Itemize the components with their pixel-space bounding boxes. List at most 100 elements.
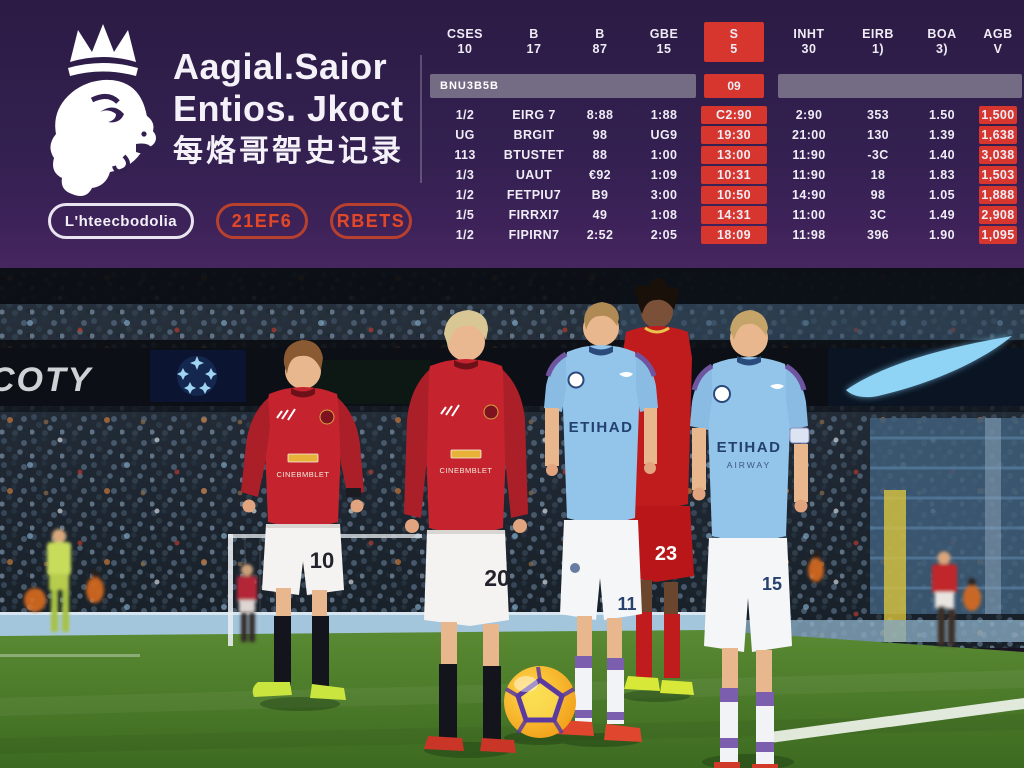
captain-armband [346, 488, 361, 497]
table-row: 1/5 FIRRXI7 49 1:08 14:31 11:00 3C 1.49 2,908 [430, 205, 1022, 225]
puma-logo-icon [770, 384, 784, 389]
table-cell: 13:00 [701, 146, 767, 164]
primary-nav-button[interactable]: L'hteecbodolia [48, 203, 194, 239]
stats-header-row: CSES 10 B 17 B 87 GBE 15 S 5 INHT 30 EIRB 1) BOA 3) AGB V [430, 20, 1022, 64]
city-sponsor-sub-text: AIRWAY [727, 460, 771, 470]
lion-head-icon [50, 79, 156, 196]
table-cell: FIRRXI7 [508, 208, 560, 222]
column-header: GBE 15 [649, 27, 679, 56]
table-cell: C2:90 [701, 106, 767, 124]
table-cell: B9 [591, 188, 609, 202]
goal-line [0, 654, 140, 657]
divider-spacer [778, 74, 1022, 98]
table-cell: 1,503 [979, 166, 1017, 184]
title-line-1: Aagial.Saior [173, 46, 388, 87]
column-header: CSES 10 [446, 27, 484, 56]
yellow-pillar [884, 490, 906, 642]
table-cell: €92 [588, 168, 612, 182]
goalkeeper [47, 529, 71, 632]
adidas-logo-icon [276, 408, 296, 421]
led-banner-text: COTY [0, 361, 94, 399]
city-badge-icon [713, 385, 731, 403]
premier-league-lion-logo [50, 24, 156, 196]
puma-logo-icon [619, 372, 633, 377]
table-cell: 1.90 [929, 228, 955, 242]
distant-player-red-left [237, 564, 257, 642]
match-photo: COTY [0, 268, 1024, 768]
header-buttons: L'hteecbodolia 21EF6 RBETS [48, 203, 412, 239]
table-cell: 1/3 [455, 168, 475, 182]
table-cell: FIPIRN7 [508, 228, 560, 242]
table-cell: 18 [870, 168, 886, 182]
table-cell: 98 [870, 188, 886, 202]
header-banner: Aagial.Saior Entios. Jkoct 每烙哥哿史记录 L'hte… [0, 0, 1024, 268]
table-cell: 2:05 [650, 228, 678, 242]
city-right-shorts-number: 15 [762, 574, 782, 594]
liverpool-shorts-number: 23 [655, 543, 677, 565]
title-cjk: 每烙哥哿史记录 [173, 135, 404, 168]
table-cell: 19:30 [701, 126, 767, 144]
column-header: INHT 30 [793, 27, 825, 56]
table-cell: 8:88 [586, 108, 614, 122]
stats-rows: 1/2 EIRG 7 8:88 1:88 C2:90 2:90 353 1.50 1,500 UG… [430, 105, 1022, 245]
promo-button-1[interactable]: 21EF6 [216, 203, 308, 239]
club-badge-icon [319, 409, 335, 425]
city-sponsor-text: ETIHAD [569, 419, 634, 436]
promo-button-2[interactable]: RBETS [330, 203, 412, 239]
table-cell: BRGIT [513, 128, 555, 142]
purple-sleeve-accent [784, 363, 807, 391]
purple-sleeve-accent [634, 351, 657, 377]
club-badge-icon [483, 404, 499, 420]
site-title-block: Aagial.Saior Entios. Jkoct 每烙哥哿史记录 [173, 46, 404, 174]
table-cell: 11:90 [792, 168, 826, 182]
table-cell: 1,638 [979, 126, 1017, 144]
table-cell: 1,888 [979, 186, 1017, 204]
table-cell: 1/2 [455, 228, 475, 242]
adidas-logo-icon [440, 404, 460, 417]
table-cell: 396 [866, 228, 890, 242]
crown-icon [70, 24, 136, 62]
table-row: 1/2 EIRG 7 8:88 1:88 C2:90 2:90 353 1.50 1,500 [430, 105, 1022, 125]
table-cell: 1.50 [929, 108, 955, 122]
column-header: B 87 [592, 27, 608, 56]
table-cell: 1.05 [929, 188, 955, 202]
table-cell: -3C [867, 148, 889, 162]
city-badge-icon [567, 371, 585, 389]
table-cell: 1/2 [455, 108, 475, 122]
table-cell: 1:09 [650, 168, 678, 182]
table-cell: 1:00 [650, 148, 678, 162]
table-cell: 1.49 [929, 208, 955, 222]
table-cell: 1,500 [979, 106, 1017, 124]
table-cell: 1/2 [455, 188, 475, 202]
table-row: 1/2 FIPIRN7 2:52 2:05 18:09 11:98 396 1.90 1,095 [430, 225, 1022, 245]
utd-sponsor-text: CINEBMBLET [440, 466, 493, 475]
purple-sleeve-accent [545, 351, 568, 377]
football [504, 666, 576, 738]
table-cell: UG9 [650, 128, 678, 142]
table-row: 1/3 UAUT €92 1:09 10:31 11:90 18 1.83 1,503 [430, 165, 1022, 185]
chevrolet-logo-icon [450, 449, 482, 459]
table-cell: 1:88 [650, 108, 678, 122]
column-header: EIRB 1) [862, 27, 894, 56]
city-sponsor-text: ETIHAD [717, 439, 782, 456]
table-cell: 3,038 [979, 146, 1017, 164]
table-cell: 3:00 [650, 188, 678, 202]
hoarding-rail [0, 612, 706, 615]
stadium-crowd [0, 268, 1024, 648]
stats-table: CSES 10 B 17 B 87 GBE 15 S 5 INHT 30 EIRB 1) BOA 3) AGB V… [430, 20, 1022, 245]
table-row: 1/2 FETPIU7 B9 3:00 10:50 14:90 98 1.05 1,888 [430, 185, 1022, 205]
swoosh-icon [846, 336, 1012, 398]
table-cell: 98 [592, 128, 608, 142]
table-cell: 2,908 [979, 206, 1017, 224]
column-header: B 17 [526, 27, 542, 56]
table-cell: FETPIU7 [506, 188, 562, 202]
player-city-center: ETIHAD 11 [544, 302, 658, 742]
table-cell: 1.40 [929, 148, 955, 162]
table-cell: 11:00 [792, 208, 826, 222]
divider-label: BNU3B5B [430, 74, 696, 98]
table-cell: 11:90 [792, 148, 826, 162]
table-cell: 2:90 [795, 108, 823, 122]
table-cell: 11:98 [792, 228, 826, 242]
table-cell: 18:09 [701, 226, 767, 244]
